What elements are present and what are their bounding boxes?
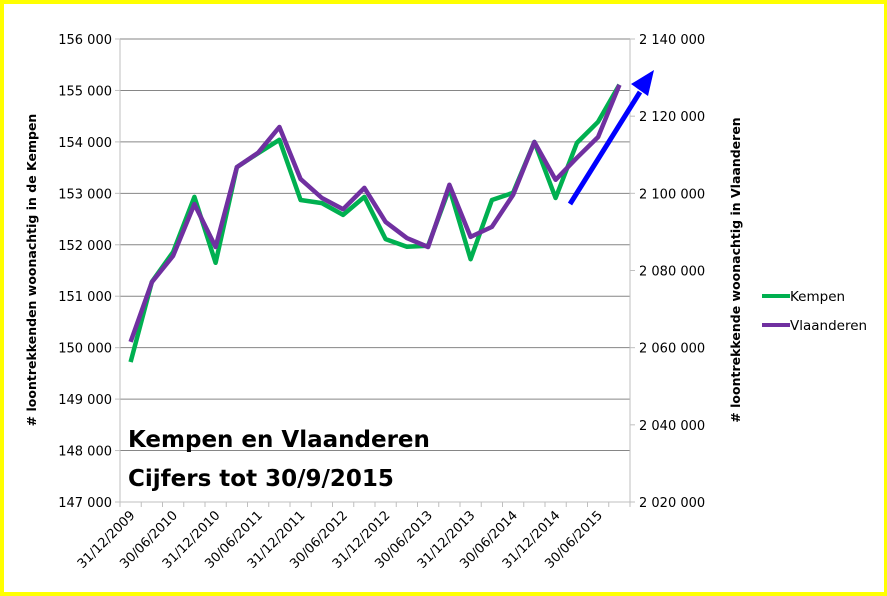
left-tick-label: 153 000 [58, 187, 112, 202]
legend: Kempen Vlaanderen [762, 289, 867, 334]
right-tick-label: 2 040 000 [639, 419, 705, 434]
annotation-subtitle: Cijfers tot 30/9/2015 [128, 466, 394, 492]
right-axis-ticks: 2 020 000 2 040 000 2 060 000 2 080 000 2 10… [639, 33, 705, 511]
left-tick-label: 151 000 [58, 290, 112, 305]
left-tick-label: 155 000 [58, 84, 112, 99]
right-axis-title: # loontrekkende woonachtig in Vlaanderen [728, 117, 743, 422]
left-tick-label: 154 000 [58, 136, 112, 151]
gridlines [120, 38, 630, 452]
right-tick-label: 2 060 000 [639, 342, 705, 357]
left-tick-label: 156 000 [58, 33, 112, 48]
left-axis-ticks: 147 000 148 000 149 000 150 000 151 000 152 0… [58, 33, 112, 511]
x-axis-ticks: 31/12/200930/06/201031/12/201030/06/2011… [75, 508, 606, 572]
legend-item-kempen: Kempen [762, 289, 845, 305]
legend-label-vlaanderen: Vlaanderen [790, 318, 867, 334]
right-tick-label: 2 020 000 [639, 496, 705, 511]
right-tick-label: 2 080 000 [639, 265, 705, 280]
trend-arrow-icon [567, 70, 654, 206]
right-tick-label: 2 100 000 [639, 187, 705, 202]
series-lines [128, 83, 622, 363]
left-tick-label: 149 000 [58, 393, 112, 408]
right-tick-label: 2 140 000 [639, 33, 705, 48]
legend-item-vlaanderen: Vlaanderen [762, 318, 867, 334]
left-axis-title: # loontrekkenden woonachtig in de Kempen [24, 114, 39, 427]
series-line-vlaanderen [128, 84, 622, 343]
left-tick-label: 148 000 [58, 445, 112, 460]
left-tick-label: 152 000 [58, 239, 112, 254]
left-tick-label: 147 000 [58, 496, 112, 511]
annotation-title: Kempen en Vlaanderen [128, 427, 430, 453]
left-tick-label: 150 000 [58, 342, 112, 357]
axes [115, 38, 635, 507]
legend-label-kempen: Kempen [790, 289, 845, 305]
right-tick-label: 2 120 000 [639, 110, 705, 125]
